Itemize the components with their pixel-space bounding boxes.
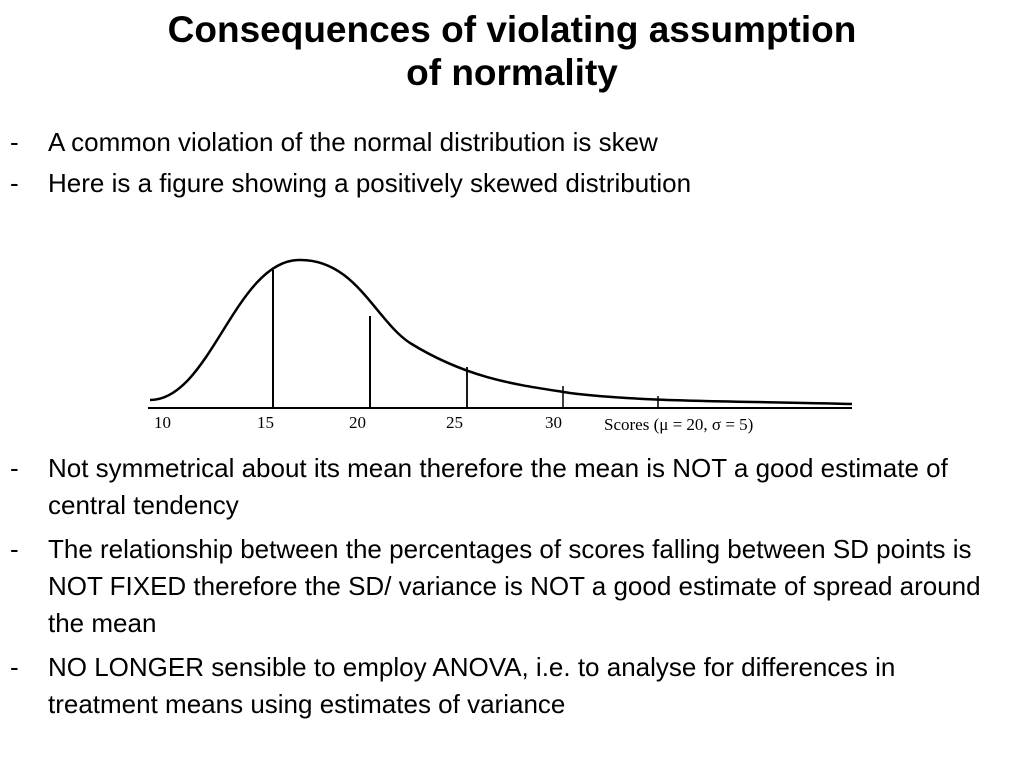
bullet-dash: - bbox=[10, 453, 19, 483]
bullet-text: NO LONGER sensible to employ ANOVA, i.e.… bbox=[48, 652, 896, 719]
tick-label-30: 30 bbox=[545, 413, 562, 432]
consequence-bullet-list: - Not symmetrical about its mean therefo… bbox=[10, 450, 1010, 730]
tick-label-10: 10 bbox=[154, 413, 171, 432]
title-line-1: Consequences of violating assumption bbox=[167, 9, 857, 50]
skewed-distribution-figure: 10 15 20 25 30 Scores (μ = 20, σ = 5) bbox=[148, 258, 853, 434]
intro-bullet-list: - A common violation of the normal distr… bbox=[10, 124, 1010, 206]
bullet-dash: - bbox=[10, 168, 19, 198]
tick-label-25: 25 bbox=[446, 413, 463, 432]
tick-label-15: 15 bbox=[257, 413, 274, 432]
list-item: - Not symmetrical about its mean therefo… bbox=[10, 450, 1010, 524]
list-item: - NO LONGER sensible to employ ANOVA, i.… bbox=[10, 649, 1010, 723]
bullet-text: Here is a figure showing a positively sk… bbox=[48, 168, 692, 198]
list-item: - A common violation of the normal distr… bbox=[10, 124, 1010, 161]
slide-title: Consequences of violating assumption of … bbox=[0, 8, 1024, 94]
list-item: - Here is a figure showing a positively … bbox=[10, 165, 1010, 202]
bullet-dash: - bbox=[10, 534, 19, 564]
tick-label-20: 20 bbox=[349, 413, 366, 432]
title-line-2: of normality bbox=[406, 52, 618, 93]
bullet-dash: - bbox=[10, 127, 19, 157]
bullet-text: The relationship between the percentages… bbox=[48, 534, 981, 638]
distribution-curve bbox=[149, 258, 853, 406]
bullet-dash: - bbox=[10, 652, 19, 682]
list-item: - The relationship between the percentag… bbox=[10, 531, 1010, 642]
axis-label: Scores (μ = 20, σ = 5) bbox=[604, 415, 753, 434]
bullet-text: Not symmetrical about its mean therefore… bbox=[48, 453, 948, 520]
bullet-text: A common violation of the normal distrib… bbox=[48, 127, 658, 157]
